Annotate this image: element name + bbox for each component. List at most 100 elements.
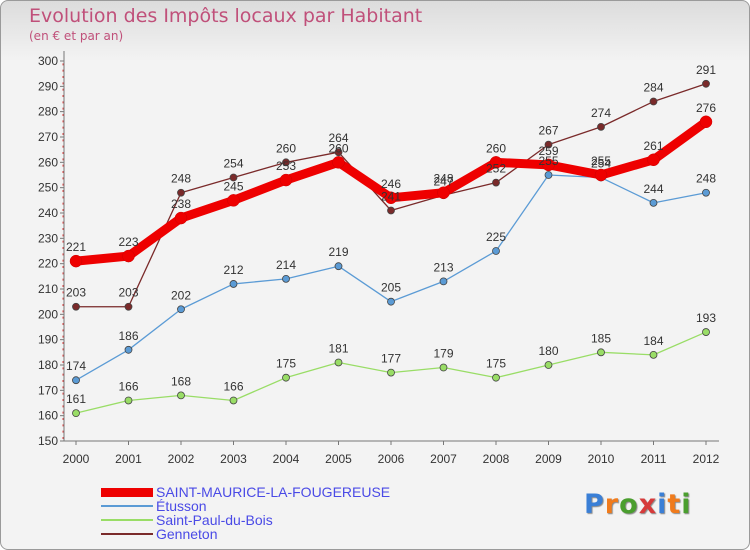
- data-point: [649, 198, 658, 207]
- legend-item: Saint-Paul-du-Bois: [101, 513, 390, 527]
- data-label: 221: [66, 240, 86, 254]
- data-point: [124, 345, 133, 354]
- data-point: [544, 361, 553, 369]
- x-tick-label: 2007: [430, 452, 457, 466]
- y-tick-label: 290: [38, 79, 58, 93]
- data-label: 213: [433, 260, 453, 274]
- chart-title: Evolution des Impôts locaux par Habitant: [29, 5, 423, 27]
- legend-item: Genneton: [101, 527, 390, 541]
- data-label: 259: [538, 144, 558, 158]
- data-point: [282, 158, 290, 167]
- x-tick-label: 2006: [378, 452, 405, 466]
- data-label: 247: [433, 174, 453, 188]
- data-label: 186: [118, 329, 138, 343]
- data-label: 254: [591, 157, 611, 171]
- data-label: 225: [486, 230, 506, 244]
- data-label: 168: [171, 374, 191, 388]
- data-point: [227, 194, 240, 207]
- data-label: 214: [276, 258, 296, 272]
- data-label: 260: [486, 141, 506, 155]
- data-point: [72, 302, 80, 311]
- data-label: 203: [118, 286, 138, 300]
- data-point: [387, 368, 395, 377]
- y-tick-label: 150: [38, 434, 58, 448]
- chart-data-labels: 203 2032482542602642412472522672742842911…: [66, 63, 716, 406]
- data-label: 181: [328, 341, 348, 355]
- y-tick-label: 180: [38, 358, 58, 372]
- y-tick-label: 190: [38, 333, 58, 347]
- y-tick-label: 210: [38, 282, 58, 296]
- data-label: 193: [696, 311, 716, 325]
- data-point: [72, 409, 80, 418]
- data-label: 219: [328, 245, 348, 259]
- data-label: 184: [643, 334, 663, 348]
- data-point: [229, 280, 238, 288]
- legend-swatch: [101, 505, 153, 507]
- legend-item: SAINT-MAURICE-LA-FOUGEREUSE: [101, 485, 390, 499]
- data-point: [124, 396, 133, 405]
- legend-item: Étusson: [101, 499, 390, 513]
- y-tick-label: 240: [38, 206, 58, 220]
- data-point: [702, 79, 710, 88]
- proxiti-logo: Proxiti: [584, 489, 692, 520]
- chart-subtitle: (en € et par an): [29, 29, 124, 43]
- x-tick-label: 2004: [273, 452, 300, 466]
- data-label: 246: [381, 177, 401, 191]
- x-tick-label: 2011: [641, 452, 667, 466]
- logo-letter: r: [604, 489, 620, 520]
- legend-label: SAINT-MAURICE-LA-FOUGEREUSE: [156, 484, 391, 500]
- data-label: 179: [433, 347, 453, 361]
- x-tick-label: 2003: [220, 452, 247, 466]
- data-point: [334, 262, 343, 271]
- data-label: 264: [328, 131, 348, 145]
- chart-axes: 150 160 170 180 190 200 210 220 230 240 250 260 270 2…: [38, 51, 720, 466]
- data-point: [542, 158, 555, 172]
- data-label: 161: [66, 392, 86, 406]
- data-point: [282, 274, 290, 283]
- data-point: [597, 122, 605, 131]
- data-label: 166: [118, 379, 138, 393]
- data-label: 274: [591, 106, 611, 120]
- chart-series: [69, 79, 713, 418]
- data-label: 241: [381, 189, 401, 203]
- data-label: 166: [223, 379, 243, 393]
- y-tick-label: 250: [38, 181, 58, 195]
- data-point: [332, 156, 345, 169]
- y-tick-label: 270: [38, 130, 58, 144]
- data-label: 267: [538, 124, 558, 138]
- data-point: [229, 173, 238, 182]
- data-label: 291: [696, 63, 716, 77]
- logo-letter: x: [638, 489, 658, 520]
- logo-letter: i: [681, 489, 692, 520]
- data-point: [597, 348, 605, 357]
- data-point: [649, 97, 658, 106]
- data-point: [437, 186, 450, 199]
- legend-swatch: [101, 519, 153, 521]
- data-point: [649, 350, 658, 359]
- data-point: [69, 254, 83, 268]
- data-point: [229, 396, 238, 405]
- y-tick-label: 160: [38, 409, 58, 423]
- y-tick-label: 300: [38, 54, 58, 68]
- data-label: 248: [171, 172, 191, 186]
- legend-label: Saint-Paul-du-Bois: [156, 512, 273, 528]
- logo-letter: o: [619, 489, 639, 520]
- data-label: 260: [328, 141, 348, 155]
- data-point: [702, 188, 710, 197]
- data-point: [72, 376, 80, 385]
- data-point: [702, 328, 710, 336]
- legend-swatch: [101, 533, 153, 535]
- data-label: 252: [486, 162, 506, 176]
- data-label: 238: [171, 197, 191, 211]
- data-label: 175: [276, 357, 296, 371]
- data-point: [647, 153, 660, 167]
- data-point: [177, 188, 185, 197]
- x-tick-label: 2008: [483, 452, 510, 466]
- data-point: [122, 249, 135, 263]
- data-label: 260: [276, 141, 296, 155]
- data-point: [334, 358, 343, 367]
- data-point: [594, 168, 608, 182]
- data-label: 245: [223, 179, 243, 193]
